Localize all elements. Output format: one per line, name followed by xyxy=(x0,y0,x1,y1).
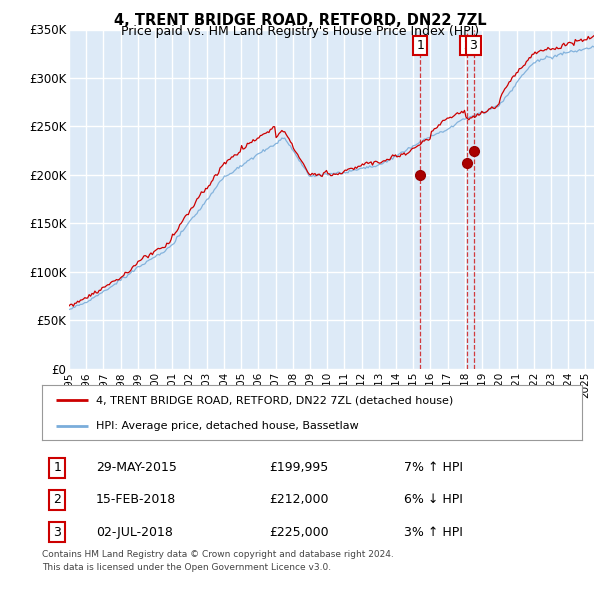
Text: 4, TRENT BRIDGE ROAD, RETFORD, DN22 7ZL (detached house): 4, TRENT BRIDGE ROAD, RETFORD, DN22 7ZL … xyxy=(96,395,453,405)
Text: 4, TRENT BRIDGE ROAD, RETFORD, DN22 7ZL: 4, TRENT BRIDGE ROAD, RETFORD, DN22 7ZL xyxy=(113,13,487,28)
Text: 02-JUL-2018: 02-JUL-2018 xyxy=(96,526,173,539)
Text: £212,000: £212,000 xyxy=(269,493,328,506)
Text: HPI: Average price, detached house, Bassetlaw: HPI: Average price, detached house, Bass… xyxy=(96,421,359,431)
Text: 3% ↑ HPI: 3% ↑ HPI xyxy=(404,526,463,539)
Text: 3: 3 xyxy=(470,39,478,52)
Text: 7% ↑ HPI: 7% ↑ HPI xyxy=(404,461,463,474)
Text: £225,000: £225,000 xyxy=(269,526,328,539)
Text: 2: 2 xyxy=(53,493,61,506)
Text: 1: 1 xyxy=(53,461,61,474)
Text: 1: 1 xyxy=(416,39,424,52)
Text: 29-MAY-2015: 29-MAY-2015 xyxy=(96,461,177,474)
Text: 6% ↓ HPI: 6% ↓ HPI xyxy=(404,493,463,506)
Text: Contains HM Land Registry data © Crown copyright and database right 2024.: Contains HM Land Registry data © Crown c… xyxy=(42,550,394,559)
Text: 15-FEB-2018: 15-FEB-2018 xyxy=(96,493,176,506)
Text: 2: 2 xyxy=(463,39,471,52)
Text: This data is licensed under the Open Government Licence v3.0.: This data is licensed under the Open Gov… xyxy=(42,563,331,572)
Text: 3: 3 xyxy=(53,526,61,539)
Text: £199,995: £199,995 xyxy=(269,461,328,474)
Text: Price paid vs. HM Land Registry's House Price Index (HPI): Price paid vs. HM Land Registry's House … xyxy=(121,25,479,38)
